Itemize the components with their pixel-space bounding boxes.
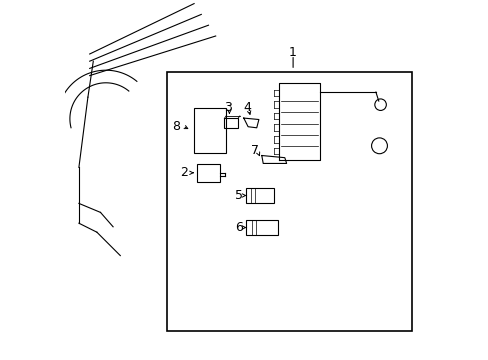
- Text: 6: 6: [235, 221, 243, 234]
- Bar: [246, 220, 277, 235]
- Text: 8: 8: [172, 120, 180, 132]
- Bar: [224, 118, 238, 128]
- Text: 3: 3: [224, 101, 231, 114]
- Bar: [194, 108, 226, 153]
- Text: 5: 5: [235, 189, 243, 202]
- Text: 7: 7: [250, 144, 258, 157]
- Text: 2: 2: [180, 166, 188, 179]
- Text: 1: 1: [288, 46, 296, 59]
- Text: 4: 4: [243, 101, 251, 114]
- Bar: [246, 188, 274, 203]
- Bar: [167, 72, 411, 331]
- Bar: [197, 164, 220, 182]
